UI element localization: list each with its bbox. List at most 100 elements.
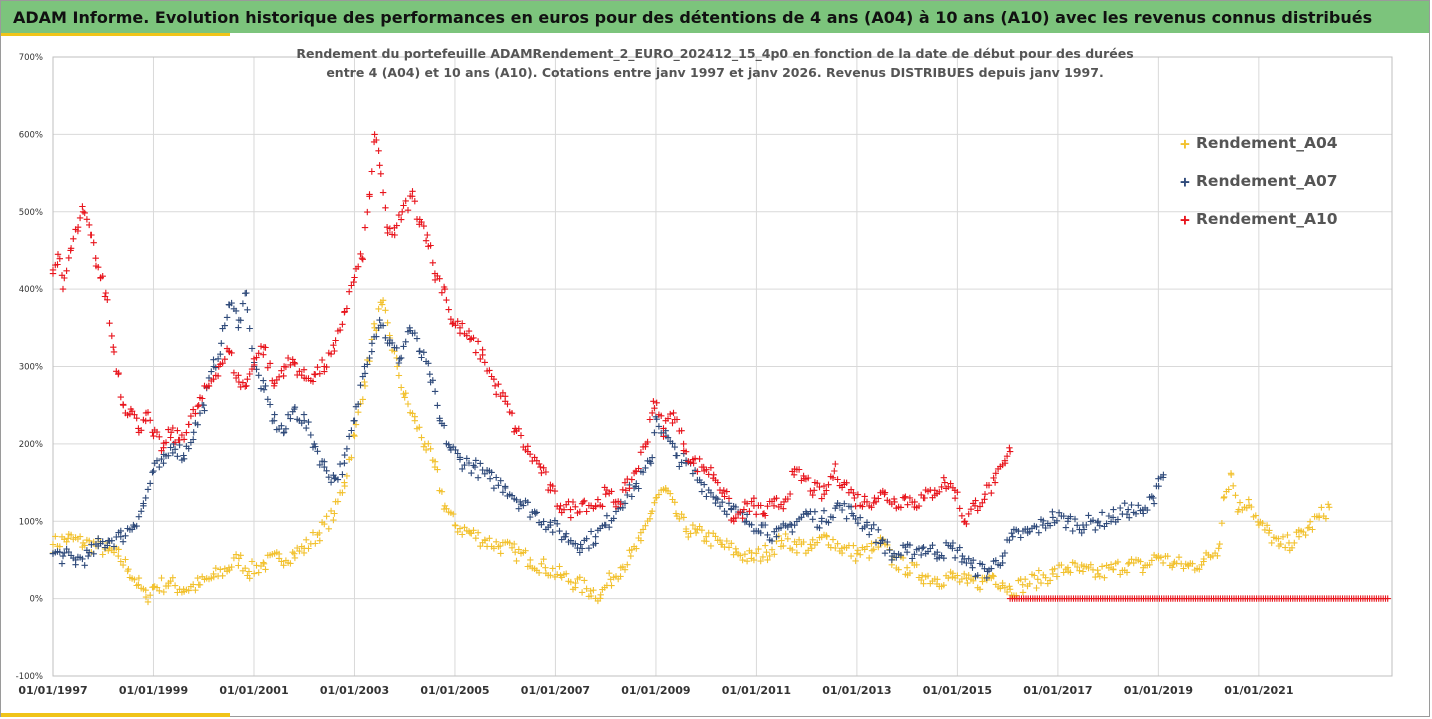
data-point <box>1071 560 1079 567</box>
legend-item-a07[interactable]: + Rendement_A07 <box>1176 162 1337 200</box>
data-point <box>246 325 253 332</box>
data-point <box>979 578 986 585</box>
data-point <box>445 306 452 313</box>
data-point <box>664 415 672 422</box>
data-point <box>1169 564 1176 571</box>
x-tick-label: 01/01/2005 <box>420 684 489 697</box>
data-point <box>517 498 524 506</box>
data-point <box>493 474 500 481</box>
data-point <box>549 529 556 536</box>
data-point <box>669 419 676 427</box>
data-point <box>393 344 400 352</box>
data-point <box>59 285 67 293</box>
data-point <box>1196 566 1203 573</box>
data-point <box>481 470 488 477</box>
data-point <box>906 569 914 577</box>
data-point <box>110 348 118 356</box>
data-point <box>961 570 968 578</box>
data-point <box>576 549 583 556</box>
data-point <box>270 382 278 389</box>
data-point <box>309 378 317 385</box>
data-point <box>459 465 466 473</box>
data-point <box>253 562 260 569</box>
data-point <box>786 521 794 528</box>
data-point <box>471 463 479 471</box>
data-point <box>431 463 439 471</box>
data-point <box>424 231 431 239</box>
data-point <box>350 431 357 439</box>
legend-item-a10[interactable]: + Rendement_A10 <box>1176 200 1337 238</box>
data-point <box>733 549 740 556</box>
data-point <box>262 382 269 390</box>
legend-item-a04[interactable]: + Rendement_A04 <box>1176 124 1337 162</box>
data-point <box>228 299 235 307</box>
data-point <box>820 482 828 490</box>
data-point <box>429 259 436 266</box>
data-point <box>117 533 124 540</box>
data-point <box>1064 564 1072 571</box>
data-point <box>79 539 87 547</box>
data-point <box>185 587 192 594</box>
data-point <box>872 498 880 505</box>
data-point <box>1189 560 1196 567</box>
data-point <box>361 224 369 231</box>
data-point <box>63 538 70 545</box>
data-point <box>1126 514 1133 521</box>
data-point <box>282 425 290 432</box>
data-point <box>1245 496 1252 503</box>
data-point <box>316 537 323 544</box>
data-point <box>852 503 859 510</box>
data-point <box>540 556 547 563</box>
data-point <box>594 496 602 503</box>
data-point <box>384 229 391 237</box>
data-point <box>639 526 647 533</box>
data-point <box>481 537 489 544</box>
data-point <box>757 529 764 537</box>
data-point <box>185 445 192 452</box>
data-point <box>115 371 122 378</box>
data-point <box>929 542 936 549</box>
data-point <box>56 255 63 262</box>
data-point <box>275 555 283 562</box>
data-point <box>398 216 405 223</box>
data-point <box>394 363 401 370</box>
data-point <box>243 289 250 297</box>
data-point <box>557 502 564 509</box>
data-point <box>698 488 706 495</box>
data-point <box>1275 535 1282 542</box>
data-point <box>379 189 387 196</box>
data-point <box>583 508 590 515</box>
data-point <box>583 585 590 592</box>
data-point <box>832 544 839 552</box>
y-tick-label: 400% <box>19 285 43 295</box>
data-point <box>499 489 507 496</box>
data-point <box>190 406 197 413</box>
data-point <box>355 263 362 270</box>
data-point <box>719 499 726 506</box>
data-point <box>339 471 346 478</box>
data-point <box>1275 542 1283 550</box>
data-point <box>420 222 427 230</box>
series-rendement_a04 <box>49 297 1333 606</box>
data-point <box>764 531 771 539</box>
data-point <box>463 455 470 462</box>
data-point <box>1235 506 1242 513</box>
data-point <box>1039 521 1046 529</box>
data-point <box>723 488 730 495</box>
data-point <box>63 267 70 274</box>
data-point <box>782 530 789 538</box>
data-point <box>502 398 509 405</box>
data-point <box>919 572 926 579</box>
data-point <box>945 574 952 582</box>
data-point <box>486 475 494 482</box>
data-point <box>92 255 99 262</box>
data-point <box>156 463 163 471</box>
data-point <box>255 372 262 379</box>
data-point <box>461 461 468 469</box>
data-point <box>637 529 645 536</box>
data-point <box>260 377 267 384</box>
data-point <box>1159 559 1167 567</box>
data-point <box>334 498 342 505</box>
data-point <box>707 489 715 496</box>
data-point <box>232 551 240 558</box>
